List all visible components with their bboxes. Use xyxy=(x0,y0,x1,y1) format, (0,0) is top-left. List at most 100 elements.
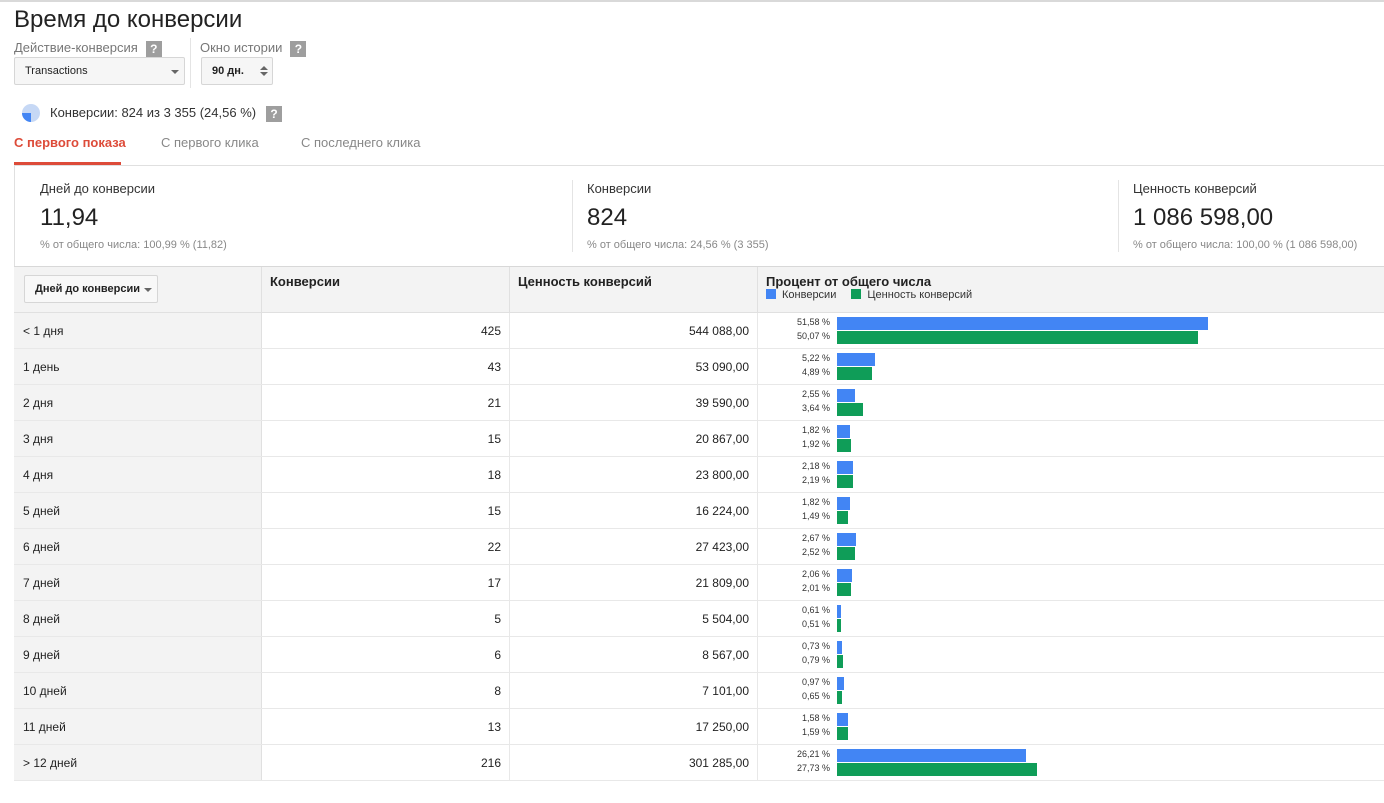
table-body: < 1 дня 425 544 088,00 51,58 % 50,07 % 1 день… xyxy=(14,313,1384,781)
row-label: 10 дней xyxy=(23,684,67,698)
percent-cell: 5,22 % 4,89 % xyxy=(758,349,1384,384)
tab-bar: С первого показа С первого клика С после… xyxy=(14,130,1384,165)
conversion-value-cell: 39 590,00 xyxy=(510,385,758,420)
table-row: 10 дней 8 7 101,00 0,97 % 0,65 % xyxy=(14,673,1384,709)
percent-value-label: 2,52 % xyxy=(801,547,830,557)
conversions-cell: 216 xyxy=(262,745,510,780)
conversions-cell: 6 xyxy=(262,637,510,672)
table-row: 6 дней 22 27 423,00 2,67 % 2,52 % xyxy=(14,529,1384,565)
conversions-bar xyxy=(837,677,844,690)
row-label-cell: 10 дней xyxy=(14,673,262,708)
header-conversion-value-label: Ценность конверсий xyxy=(518,274,652,289)
conversion-value-bar xyxy=(837,763,1037,776)
percent-cell: 2,55 % 3,64 % xyxy=(758,385,1384,420)
conversions-bar xyxy=(837,425,851,438)
conversions-bar xyxy=(837,317,1209,330)
summary-metrics: Дней до конверсии 11,94 % от общего числ… xyxy=(14,166,1384,267)
metric-label: Конверсии xyxy=(587,181,652,196)
conversions-value: 22 xyxy=(487,540,501,554)
percent-conversions-label: 2,67 % xyxy=(801,533,830,543)
row-label-cell: 6 дней xyxy=(14,529,262,564)
percent-cell: 26,21 % 27,73 % xyxy=(758,745,1384,780)
table-row: > 12 дней 216 301 285,00 26,21 % 27,73 % xyxy=(14,745,1384,781)
percent-value-label: 1,59 % xyxy=(801,727,830,737)
conversion-value-cell: 20 867,00 xyxy=(510,421,758,456)
header-percent-label: Процент от общего числа xyxy=(766,274,932,289)
percent-cell: 1,82 % 1,92 % xyxy=(758,421,1384,456)
header-dimension: Дней до конверсии xyxy=(14,267,262,312)
row-label-cell: 2 дня xyxy=(14,385,262,420)
conversion-value: 16 224,00 xyxy=(695,504,749,518)
chevron-down-icon[interactable] xyxy=(260,72,268,76)
row-label-cell: > 12 дней xyxy=(14,745,262,780)
metric-divider xyxy=(1118,180,1119,252)
header-conversions-label: Конверсии xyxy=(270,274,340,289)
controls-divider xyxy=(190,38,191,88)
history-window-stepper[interactable]: 90 дн. xyxy=(201,57,273,85)
dimension-dropdown[interactable]: Дней до конверсии xyxy=(24,275,158,303)
percent-conversions-label: 0,97 % xyxy=(801,677,830,687)
history-window-label-group: Окно истории? xyxy=(200,40,307,57)
dimension-dropdown-label: Дней до конверсии xyxy=(35,283,140,295)
row-label-cell: 5 дней xyxy=(14,493,262,528)
conversion-action-label-group: Действие-конверсия? xyxy=(14,40,162,57)
conversions-bar xyxy=(837,533,857,546)
metric-divider xyxy=(572,180,573,252)
header-conversion-value[interactable]: Ценность конверсий xyxy=(510,267,758,312)
tab-first-click[interactable]: С первого клика xyxy=(161,135,259,150)
conversion-value-bar xyxy=(837,583,852,596)
table-row: 3 дня 15 20 867,00 1,82 % 1,92 % xyxy=(14,421,1384,457)
conversion-value: 301 285,00 xyxy=(688,756,749,770)
percent-value-label: 2,19 % xyxy=(801,475,830,485)
active-tab-indicator xyxy=(14,162,121,165)
tab-first-impression[interactable]: С первого показа xyxy=(14,135,126,150)
percent-conversions-label: 51,58 % xyxy=(796,317,830,327)
percent-value-label: 1,49 % xyxy=(801,511,830,521)
tab-last-click[interactable]: С последнего клика xyxy=(301,135,421,150)
row-label-cell: 8 дней xyxy=(14,601,262,636)
header-conversions[interactable]: Конверсии xyxy=(262,267,510,312)
help-icon[interactable]: ? xyxy=(290,40,307,57)
table-header: Дней до конверсии Конверсии Ценность кон… xyxy=(14,267,1384,313)
table-row: 2 дня 21 39 590,00 2,55 % 3,64 % xyxy=(14,385,1384,421)
conversions-cell: 13 xyxy=(262,709,510,744)
row-label-cell: 9 дней xyxy=(14,637,262,672)
row-label: 5 дней xyxy=(23,504,61,518)
help-icon[interactable]: ? xyxy=(266,105,283,122)
conversions-cell: 21 xyxy=(262,385,510,420)
conversion-value-bar xyxy=(837,439,851,452)
conversion-value-bar xyxy=(837,547,856,560)
percent-value-label: 3,64 % xyxy=(801,403,830,413)
percent-value-label: 0,65 % xyxy=(801,691,830,701)
conversion-action-dropdown[interactable]: Transactions xyxy=(14,57,185,85)
conversions-bar xyxy=(837,569,852,582)
percent-value-label: 4,89 % xyxy=(801,367,830,377)
conversions-cell: 15 xyxy=(262,493,510,528)
conversions-value: 21 xyxy=(487,396,501,410)
percent-value-label: 1,92 % xyxy=(801,439,830,449)
table-row: 1 день 43 53 090,00 5,22 % 4,89 % xyxy=(14,349,1384,385)
help-icon[interactable]: ? xyxy=(145,40,162,57)
conversions-value: 15 xyxy=(487,504,501,518)
percent-cell: 2,06 % 2,01 % xyxy=(758,565,1384,600)
conversions-value: 8 xyxy=(494,684,501,698)
conversions-cell: 425 xyxy=(262,313,510,348)
row-label: 8 дней xyxy=(23,612,61,626)
header-percent: Процент от общего числа Конверсии Ценнос… xyxy=(758,267,1384,312)
conversions-bar xyxy=(837,497,851,510)
conversions-bar xyxy=(837,713,849,726)
conversion-value: 544 088,00 xyxy=(688,324,749,338)
conversions-cell: 5 xyxy=(262,601,510,636)
metric-label: Дней до конверсии xyxy=(40,181,156,196)
percent-cell: 1,58 % 1,59 % xyxy=(758,709,1384,744)
conversions-bar xyxy=(837,353,875,366)
conversions-bar xyxy=(837,389,856,402)
page-title: Время до конверсии xyxy=(14,6,243,33)
legend: Конверсии Ценность конверсий xyxy=(766,289,972,301)
metric-value: 1 086 598,00 xyxy=(1133,204,1274,231)
conversion-value-cell: 8 567,00 xyxy=(510,637,758,672)
row-label: 4 дня xyxy=(23,468,54,482)
conversions-cell: 15 xyxy=(262,421,510,456)
chevron-up-icon[interactable] xyxy=(260,66,268,70)
row-label-cell: 11 дней xyxy=(14,709,262,744)
